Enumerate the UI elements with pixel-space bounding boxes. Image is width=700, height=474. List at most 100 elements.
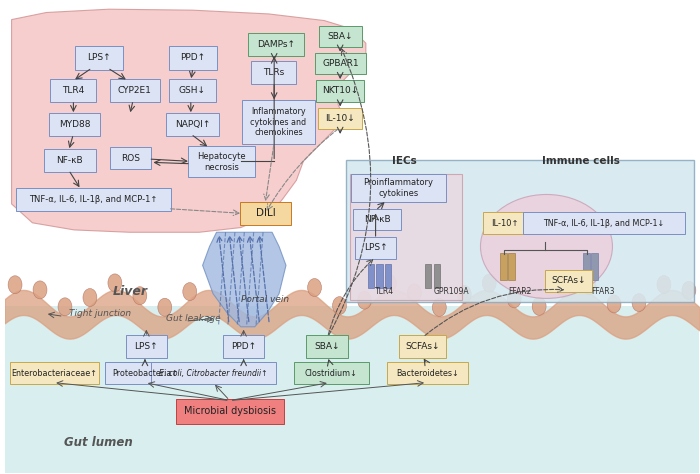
FancyBboxPatch shape — [10, 362, 99, 384]
FancyBboxPatch shape — [368, 264, 374, 288]
Text: Portal vein: Portal vein — [241, 295, 289, 304]
Text: LPS↑: LPS↑ — [134, 342, 158, 351]
Text: PPD↑: PPD↑ — [181, 54, 206, 63]
FancyBboxPatch shape — [105, 362, 186, 384]
Ellipse shape — [33, 281, 47, 299]
Text: LPS↑: LPS↑ — [364, 243, 387, 252]
Text: Enterobacteriaceae↑: Enterobacteriaceae↑ — [12, 369, 98, 378]
Ellipse shape — [657, 275, 671, 293]
FancyBboxPatch shape — [384, 264, 391, 288]
Text: TLR4: TLR4 — [62, 86, 85, 95]
Text: TNF-α, IL-6, IL-1β, and MCP-1↑: TNF-α, IL-6, IL-1β, and MCP-1↑ — [29, 195, 158, 204]
FancyBboxPatch shape — [167, 113, 219, 136]
Text: TLRs: TLRs — [262, 68, 284, 77]
Ellipse shape — [332, 297, 346, 315]
FancyBboxPatch shape — [318, 108, 362, 129]
Text: Immune cells: Immune cells — [542, 156, 620, 166]
Text: TLR4: TLR4 — [375, 287, 394, 296]
FancyBboxPatch shape — [169, 46, 217, 70]
Text: E. coli, Citrobacter freundii↑: E. coli, Citrobacter freundii↑ — [160, 369, 268, 378]
Text: LPS↑: LPS↑ — [88, 54, 111, 63]
Ellipse shape — [108, 274, 122, 292]
Text: NAPQI↑: NAPQI↑ — [175, 120, 211, 129]
Ellipse shape — [8, 276, 22, 294]
Polygon shape — [12, 9, 366, 232]
Ellipse shape — [632, 293, 646, 311]
Ellipse shape — [382, 274, 396, 292]
Text: GSH↓: GSH↓ — [178, 86, 206, 95]
Text: IECs: IECs — [392, 156, 417, 166]
Text: Proinflammatory
cytokines: Proinflammatory cytokines — [363, 178, 433, 198]
Text: DAMPs↑: DAMPs↑ — [258, 40, 295, 49]
FancyBboxPatch shape — [248, 33, 304, 55]
Ellipse shape — [482, 274, 496, 292]
FancyBboxPatch shape — [387, 362, 468, 384]
Ellipse shape — [407, 284, 421, 302]
Text: GPBAR1: GPBAR1 — [322, 59, 359, 68]
FancyBboxPatch shape — [500, 253, 507, 281]
FancyBboxPatch shape — [169, 79, 216, 102]
FancyBboxPatch shape — [351, 173, 447, 202]
Text: Tight junction: Tight junction — [69, 310, 131, 319]
FancyBboxPatch shape — [151, 362, 276, 384]
FancyBboxPatch shape — [43, 149, 97, 172]
Text: CYP2E1: CYP2E1 — [118, 86, 152, 95]
Text: Inflammatory
cytokines and
chemokines: Inflammatory cytokines and chemokines — [251, 108, 307, 137]
Text: NF-κB: NF-κB — [57, 156, 83, 165]
Text: PPD↑: PPD↑ — [231, 342, 256, 351]
FancyBboxPatch shape — [318, 26, 363, 47]
Text: Hepatocyte
necrosis: Hepatocyte necrosis — [197, 152, 246, 172]
Ellipse shape — [532, 297, 546, 315]
FancyBboxPatch shape — [545, 270, 592, 292]
FancyBboxPatch shape — [591, 253, 598, 281]
Text: Liver: Liver — [112, 285, 147, 298]
FancyBboxPatch shape — [582, 253, 589, 281]
Text: SBA↓: SBA↓ — [328, 32, 354, 41]
FancyBboxPatch shape — [49, 113, 100, 136]
Ellipse shape — [557, 280, 571, 298]
FancyBboxPatch shape — [350, 174, 462, 300]
FancyBboxPatch shape — [353, 209, 401, 230]
Text: Microbial dysbiosis: Microbial dysbiosis — [183, 406, 276, 416]
Text: TNF-α, IL-6, IL-1β, and MCP-1↓: TNF-α, IL-6, IL-1β, and MCP-1↓ — [543, 219, 664, 228]
Text: FFAR3: FFAR3 — [592, 287, 615, 296]
Text: IL-10↓: IL-10↓ — [325, 114, 355, 123]
Text: DILI: DILI — [256, 209, 275, 219]
Ellipse shape — [457, 285, 471, 303]
Ellipse shape — [607, 295, 621, 313]
Text: GPR109A: GPR109A — [434, 287, 470, 296]
FancyBboxPatch shape — [315, 53, 366, 74]
Text: SCFAs↓: SCFAs↓ — [405, 342, 440, 351]
FancyBboxPatch shape — [399, 335, 447, 358]
Ellipse shape — [433, 299, 447, 316]
FancyBboxPatch shape — [240, 202, 290, 225]
FancyBboxPatch shape — [293, 362, 369, 384]
FancyBboxPatch shape — [346, 160, 694, 302]
Ellipse shape — [508, 290, 521, 308]
Ellipse shape — [358, 291, 372, 309]
FancyBboxPatch shape — [251, 61, 296, 84]
FancyBboxPatch shape — [5, 306, 699, 474]
FancyBboxPatch shape — [508, 253, 515, 281]
FancyBboxPatch shape — [15, 188, 171, 210]
Text: IL-10↑: IL-10↑ — [491, 219, 518, 228]
FancyBboxPatch shape — [241, 100, 315, 145]
Ellipse shape — [682, 281, 696, 299]
Text: Bacteroidetes↓: Bacteroidetes↓ — [396, 369, 459, 378]
FancyBboxPatch shape — [425, 264, 431, 288]
Text: SBA↓: SBA↓ — [314, 342, 340, 351]
FancyBboxPatch shape — [223, 335, 265, 358]
Ellipse shape — [582, 276, 596, 294]
Text: FFAR2: FFAR2 — [508, 287, 531, 296]
Ellipse shape — [83, 289, 97, 307]
FancyBboxPatch shape — [188, 146, 255, 177]
FancyBboxPatch shape — [316, 80, 365, 102]
Text: Gut leakage: Gut leakage — [166, 314, 220, 323]
FancyBboxPatch shape — [109, 79, 160, 102]
Ellipse shape — [58, 298, 72, 316]
FancyBboxPatch shape — [482, 212, 526, 234]
Text: ROS: ROS — [121, 154, 140, 163]
Text: MYD88: MYD88 — [59, 120, 90, 129]
Text: NF-κB: NF-κB — [364, 215, 391, 224]
FancyBboxPatch shape — [176, 399, 284, 424]
